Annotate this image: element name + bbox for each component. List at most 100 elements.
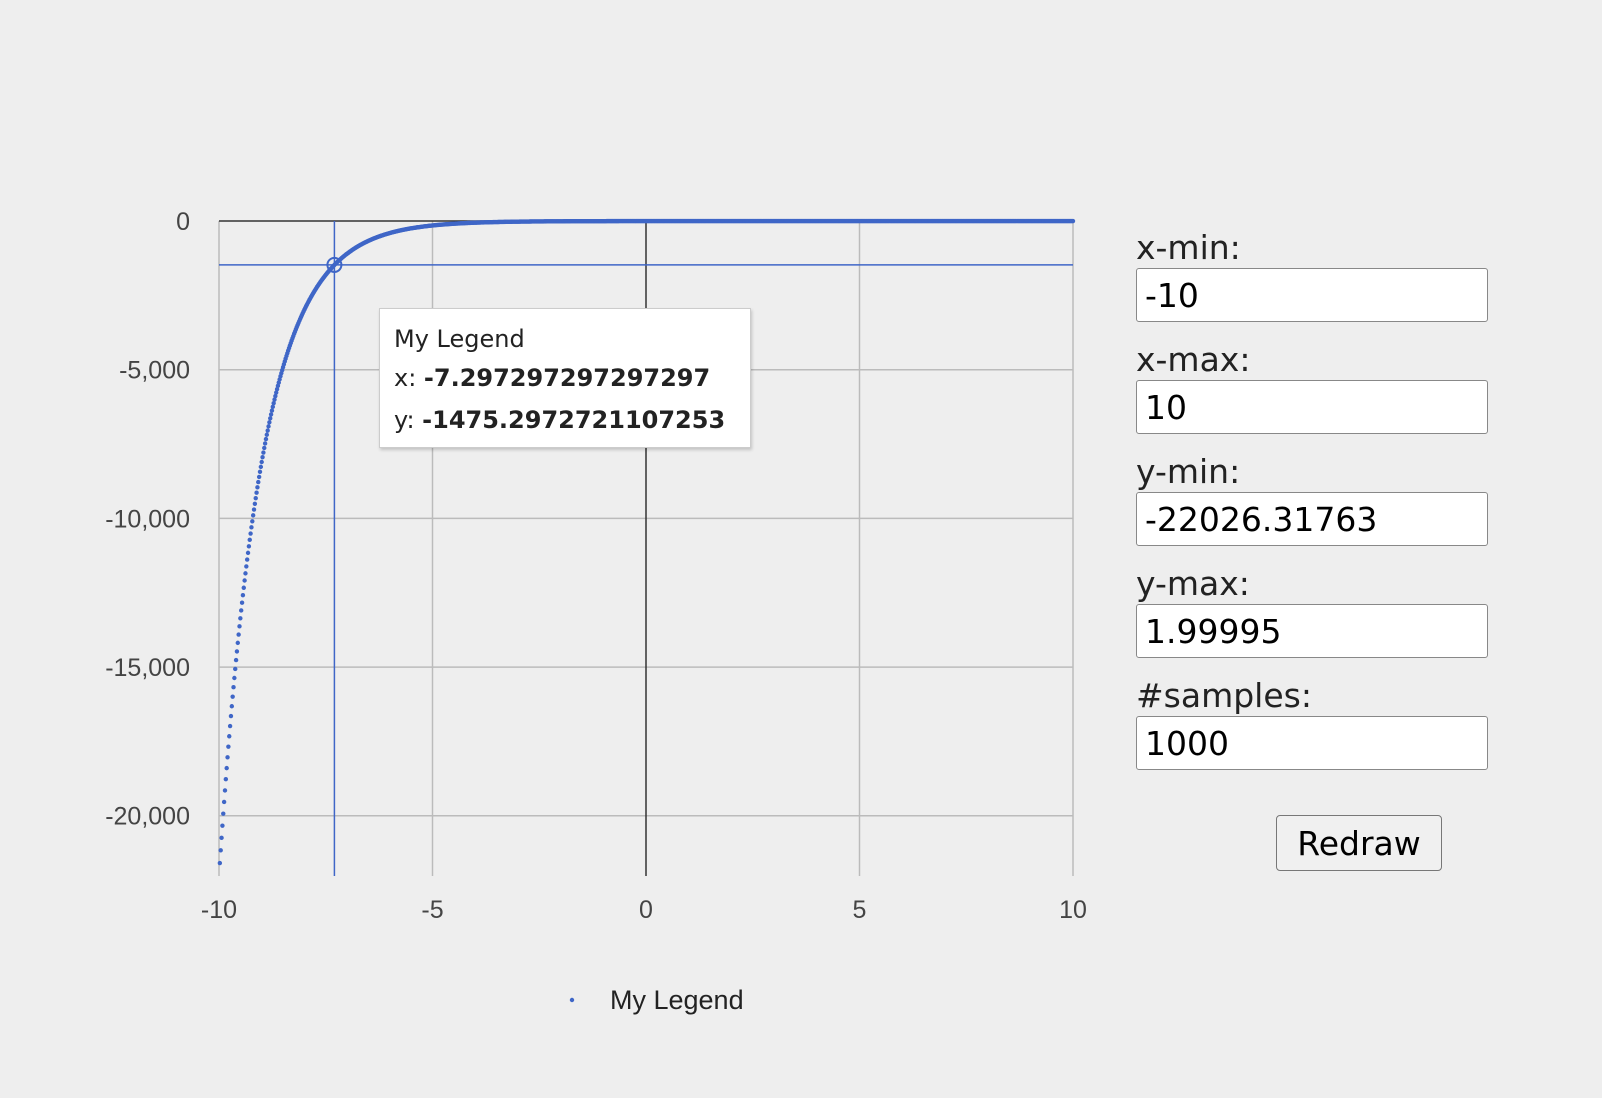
- data-point: [248, 531, 253, 536]
- data-point: [228, 713, 234, 719]
- data-point: [241, 585, 246, 590]
- crosshair: [219, 221, 1073, 876]
- tooltip-x-label: x:: [394, 364, 424, 392]
- data-point: [268, 416, 273, 421]
- data-point: [1070, 218, 1076, 224]
- data-point: [246, 544, 252, 549]
- data-point: [240, 592, 246, 598]
- legend-marker: [569, 997, 575, 1003]
- data-point: [254, 490, 259, 495]
- data-point: [274, 386, 280, 392]
- data-point: [271, 400, 276, 406]
- data-point: [244, 564, 249, 569]
- highlighted-point: [326, 256, 343, 273]
- data-points: [217, 218, 1076, 866]
- data-point: [268, 412, 274, 417]
- data-point: [259, 459, 264, 465]
- samples-label: #samples:: [1136, 676, 1312, 715]
- y-tick-label: -15,000: [105, 654, 190, 682]
- tooltip-x-value: -7.297297297297297: [423, 364, 711, 392]
- x-axis-ticks: -10 -5 0 5 10: [201, 896, 1087, 924]
- x-tick-label: 5: [853, 896, 867, 924]
- x-min-input[interactable]: [1136, 268, 1488, 322]
- tooltip-y-label: y:: [394, 406, 423, 434]
- data-point: [235, 640, 240, 646]
- data-point: [231, 685, 236, 690]
- data-point: [253, 496, 258, 501]
- data-point: [247, 537, 252, 543]
- data-point: [266, 424, 271, 429]
- data-point: [245, 550, 251, 556]
- y-axis-ticks: 0 -5,000 -10,000 -15,000 -20,000: [105, 208, 190, 831]
- data-point: [225, 755, 230, 760]
- data-point: [219, 835, 224, 841]
- data-point: [262, 445, 267, 451]
- data-point: [233, 657, 239, 663]
- data-point: [272, 397, 277, 402]
- y-min-input[interactable]: [1136, 492, 1488, 546]
- redraw-button[interactable]: Redraw: [1276, 815, 1442, 871]
- data-point: [221, 811, 226, 816]
- data-point: [218, 848, 223, 853]
- x-max-label: x-max:: [1136, 340, 1251, 379]
- data-point: [256, 474, 262, 480]
- data-point: [258, 464, 264, 470]
- controls-panel: x-min: x-max: y-min: y-max: #samples:: [1136, 228, 1488, 788]
- data-point: [222, 788, 228, 793]
- data-point: [227, 734, 232, 739]
- data-point: [265, 428, 270, 433]
- data-point: [250, 513, 256, 518]
- y-min-label: y-min:: [1136, 452, 1241, 491]
- data-point: [221, 799, 227, 805]
- data-point: [223, 776, 229, 782]
- data-point: [226, 744, 231, 749]
- data-point: [264, 432, 270, 437]
- tooltip-title: My Legend: [394, 325, 525, 353]
- data-point: [249, 525, 254, 530]
- x-tick-label: -5: [421, 896, 443, 924]
- data-point: [236, 632, 241, 637]
- data-point: [274, 390, 279, 395]
- data-point: [227, 723, 233, 729]
- x-max-input[interactable]: [1136, 380, 1488, 434]
- data-point: [234, 649, 240, 654]
- data-point: [243, 571, 248, 576]
- data-point: [262, 441, 268, 446]
- tooltip-y-row: y: -1475.2972721107253: [394, 399, 736, 441]
- data-point: [263, 436, 269, 442]
- data-point: [252, 501, 258, 507]
- y-tick-label: -5,000: [119, 357, 190, 385]
- data-point: [267, 420, 272, 425]
- data-point: [261, 450, 266, 455]
- data-point: [229, 704, 235, 709]
- data-point: [242, 578, 247, 583]
- x-tick-label: -10: [201, 896, 237, 924]
- x-tick-label: 0: [639, 896, 653, 924]
- tooltip: My Legend x: -7.297297297297297 y: -1475…: [379, 308, 751, 448]
- data-point: [250, 519, 255, 524]
- y-tick-label: -10,000: [105, 505, 190, 533]
- data-point: [233, 666, 238, 672]
- legend[interactable]: My Legend: [569, 985, 744, 1015]
- data-point: [256, 479, 261, 485]
- tooltip-x-row: x: -7.297297297297297: [394, 357, 736, 399]
- y-max-input[interactable]: [1136, 604, 1488, 658]
- x-min-label: x-min:: [1136, 228, 1241, 267]
- x-tick-label: 10: [1059, 896, 1087, 924]
- legend-label: My Legend: [610, 985, 744, 1015]
- data-point: [270, 404, 275, 410]
- y-tick-label: 0: [176, 208, 190, 236]
- tooltip-y-value: -1475.2972721107253: [422, 406, 726, 434]
- y-tick-label: -20,000: [105, 803, 190, 831]
- data-point: [251, 507, 257, 512]
- data-point: [239, 600, 245, 605]
- data-point: [260, 455, 265, 460]
- data-point: [255, 485, 260, 490]
- data-point: [244, 557, 250, 562]
- data-point: [239, 608, 244, 613]
- samples-input[interactable]: [1136, 716, 1488, 770]
- y-max-label: y-max:: [1136, 564, 1250, 603]
- data-point: [232, 675, 237, 681]
